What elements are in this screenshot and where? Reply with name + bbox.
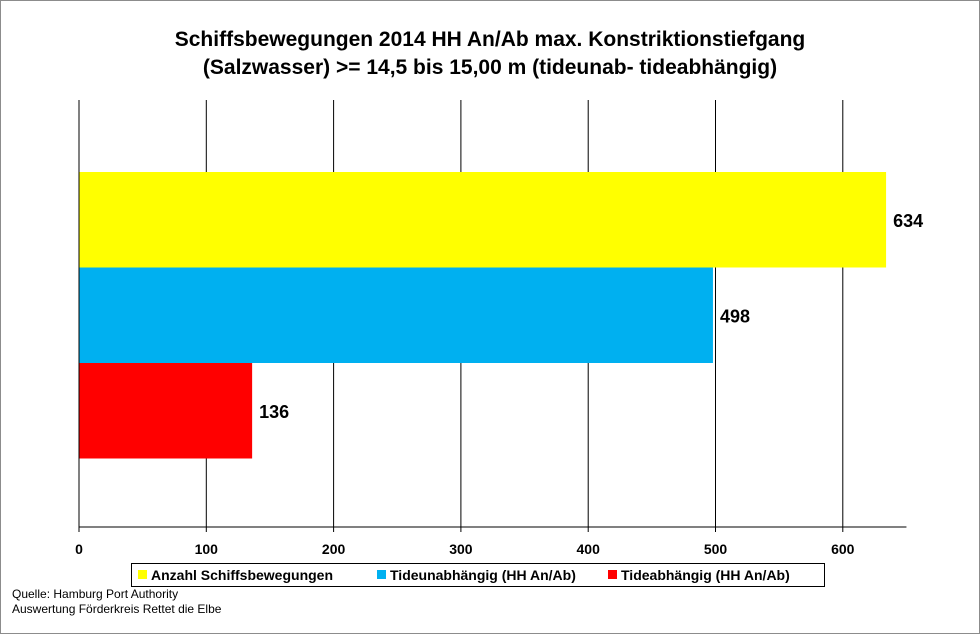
bar — [79, 172, 887, 268]
data-label: 634 — [893, 211, 923, 231]
legend-item-tideunabhaengig: Tideunabhängig (HH An/Ab) — [377, 567, 576, 583]
legend-item-anzahl: Anzahl Schiffsbewegungen — [138, 567, 333, 583]
source-note: Quelle: Hamburg Port Authority Auswertun… — [12, 587, 221, 617]
data-label: 498 — [720, 306, 750, 326]
source-line-2: Auswertung Förderkreis Rettet die Elbe — [12, 602, 222, 616]
bar — [79, 363, 253, 459]
chart-subtitle: (Salzwasser) >= 14,5 bis 15,00 m (tideun… — [202, 56, 778, 79]
data-label: 136 — [259, 402, 289, 422]
legend-swatch-tideunabhaengig — [377, 570, 386, 579]
legend-label-tideabhaengig: Tideabhängig (HH An/Ab) — [621, 567, 790, 583]
legend-swatch-tideabhaengig — [608, 570, 617, 579]
chart-title: Schiffsbewegungen 2014 HH An/Ab max. Kon… — [0, 26, 980, 82]
bar — [79, 267, 713, 363]
chart-title-line1: Schiffsbewegungen 2014 HH An/Ab max. Kon… — [174, 28, 806, 51]
x-tick-label: 200 — [322, 541, 346, 557]
x-tick-label: 400 — [577, 541, 601, 557]
legend-label-tideunabhaengig: Tideunabhängig (HH An/Ab) — [390, 567, 576, 583]
x-tick-label: 300 — [449, 541, 473, 557]
legend-item-tideabhaengig: Tideabhängig (HH An/Ab) — [608, 567, 790, 583]
x-tick-label: 0 — [75, 541, 83, 557]
legend-swatch-anzahl — [138, 570, 147, 579]
source-line-1: Quelle: Hamburg Port Authority — [12, 587, 179, 601]
legend: Anzahl Schiffsbewegungen Tideunabhängig … — [131, 563, 825, 587]
x-tick-label: 500 — [704, 541, 728, 557]
x-tick-label: 600 — [831, 541, 855, 557]
legend-label-anzahl: Anzahl Schiffsbewegungen — [151, 567, 334, 583]
x-tick-label: 100 — [195, 541, 219, 557]
